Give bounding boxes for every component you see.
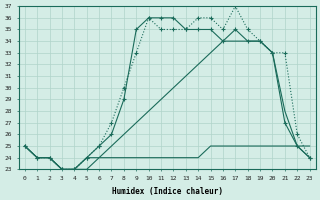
X-axis label: Humidex (Indice chaleur): Humidex (Indice chaleur) (112, 187, 223, 196)
